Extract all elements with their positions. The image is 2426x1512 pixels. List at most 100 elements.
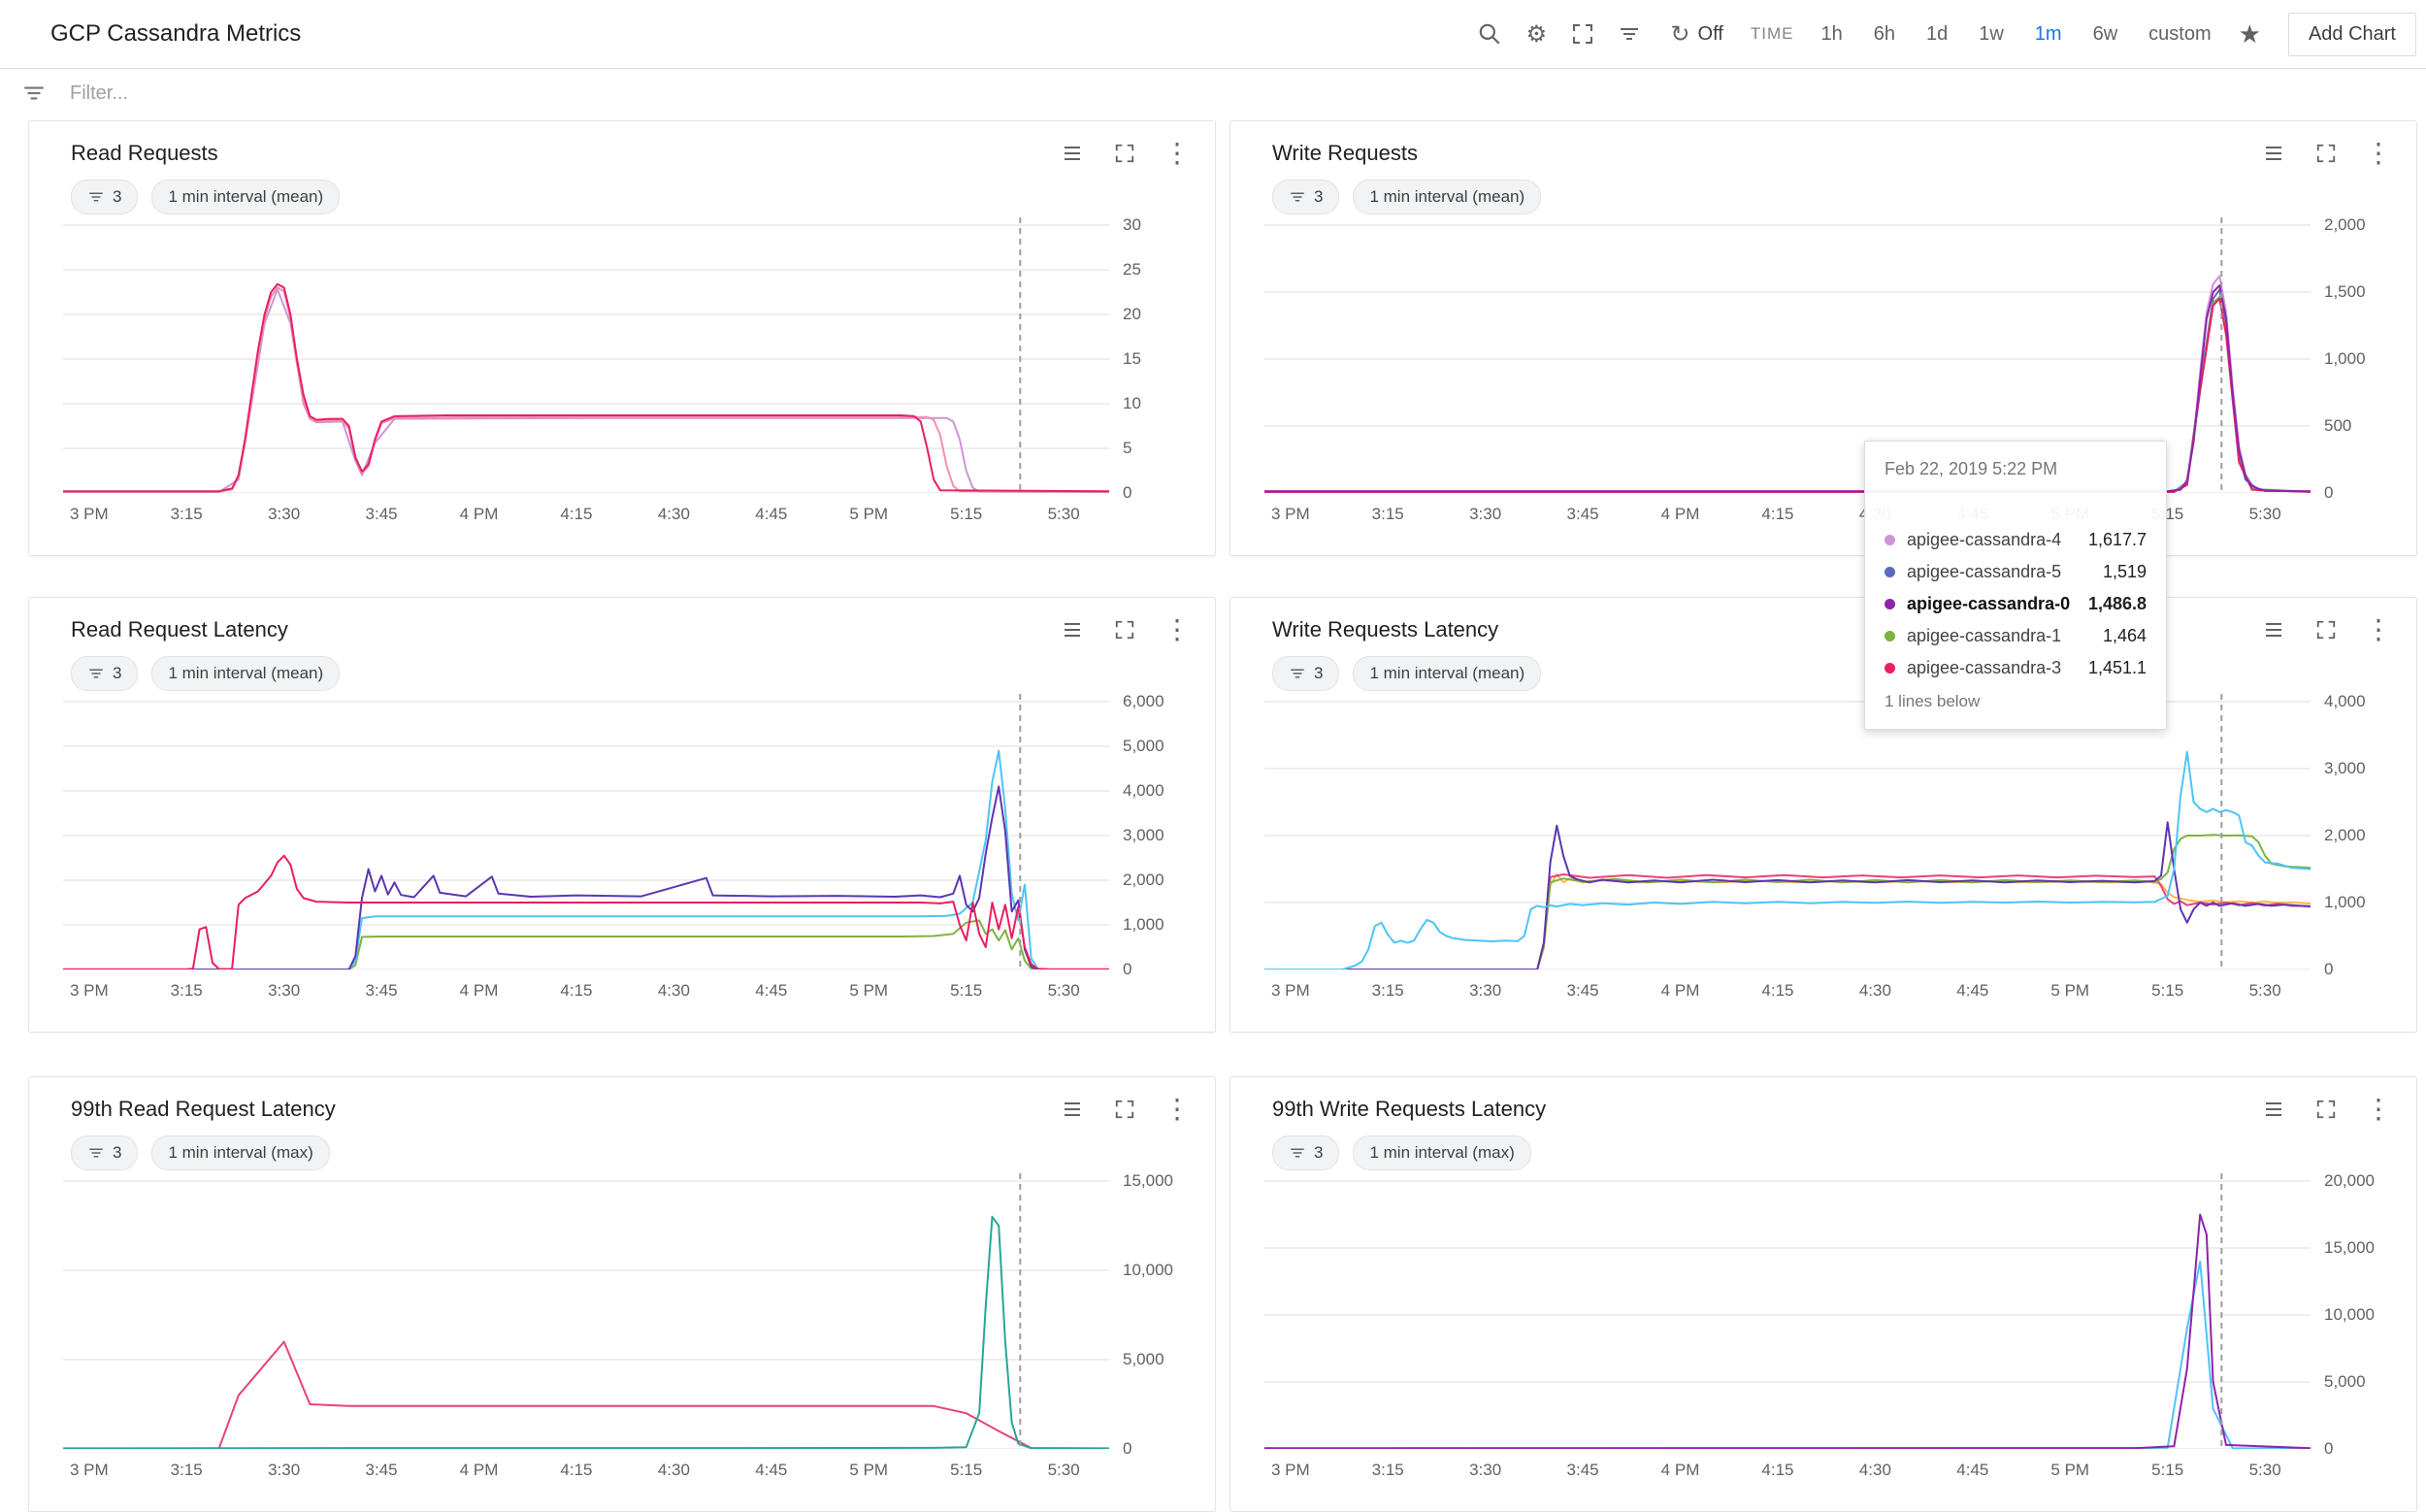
y-tick-label: 10,000 (2324, 1305, 2375, 1324)
series-name: apigee-cassandra-1 (1907, 626, 2062, 645)
add-chart-button[interactable]: Add Chart (2287, 12, 2416, 56)
interval-chip[interactable]: 1 min interval (mean) (1353, 180, 1542, 214)
x-tick-label: 3:15 (170, 981, 203, 1000)
chart-title: Write Requests Latency (1272, 617, 1499, 641)
interval-chip[interactable]: 1 min interval (mean) (1353, 656, 1542, 691)
more-options-icon[interactable]: ⋮ (2365, 138, 2392, 168)
filter-lines-icon[interactable] (1616, 20, 1643, 48)
funnel-icon[interactable] (21, 81, 47, 106)
legend-icon[interactable] (1060, 1097, 1085, 1122)
filter-count-chip[interactable]: 3 (71, 1135, 139, 1170)
interval-chip[interactable]: 1 min interval (mean) (151, 180, 341, 214)
interval-label: 1 min interval (mean) (168, 187, 324, 206)
series-color-dot (1885, 663, 1895, 674)
x-tick-label: 3:15 (1371, 981, 1404, 1000)
x-tick-label: 4:30 (1858, 1461, 1891, 1479)
range-1w[interactable]: 1w (1979, 22, 2004, 45)
chart-plot[interactable] (62, 217, 1110, 494)
y-tick-label: 0 (2324, 1439, 2334, 1458)
series-value: 1,617.7 (2087, 530, 2147, 549)
expand-icon[interactable] (1112, 617, 1137, 642)
expand-icon[interactable] (2313, 141, 2339, 166)
x-tick-label: 4:45 (1956, 1461, 1989, 1479)
refresh-label: Off (1697, 22, 1723, 45)
interval-label: 1 min interval (mean) (1369, 187, 1525, 206)
y-tick-label: 15,000 (2324, 1238, 2375, 1257)
series-value: 1,451.1 (2087, 658, 2147, 677)
range-1m[interactable]: 1m (2034, 22, 2062, 45)
legend-icon[interactable] (2261, 617, 2286, 642)
y-tick-label: 0 (1123, 1439, 1132, 1458)
star-icon[interactable]: ★ (2238, 18, 2261, 49)
expand-icon[interactable] (2313, 617, 2339, 642)
legend-icon[interactable] (2261, 141, 2286, 166)
filter-count-chip[interactable]: 3 (1272, 656, 1340, 691)
expand-icon[interactable] (1112, 1097, 1137, 1122)
legend-icon[interactable] (1060, 141, 1085, 166)
x-tick-label: 5:15 (2151, 981, 2184, 1000)
range-1h[interactable]: 1h (1820, 22, 1843, 45)
chart-plot[interactable] (1263, 1173, 2311, 1450)
interval-chip[interactable]: 1 min interval (max) (151, 1135, 330, 1170)
chart-plot[interactable] (1263, 694, 2311, 970)
more-options-icon[interactable]: ⋮ (2365, 1094, 2392, 1124)
filter-count-chip[interactable]: 3 (1272, 1135, 1340, 1170)
chip-funnel-icon (89, 1148, 103, 1158)
range-6h[interactable]: 6h (1873, 22, 1895, 45)
legend-icon[interactable] (2261, 1097, 2286, 1122)
x-tick-label: 4:15 (1761, 981, 1794, 1000)
legend-icon[interactable] (1060, 617, 1085, 642)
filter-count-label: 3 (1314, 187, 1324, 206)
chart-card: 99th Write Requests Latency ⋮ 3 1 min in… (1229, 1076, 2417, 1512)
filter-count-chip[interactable]: 3 (71, 180, 139, 214)
refresh-toggle[interactable]: ↻ Off (1670, 20, 1722, 49)
y-tick-label: 1,000 (2324, 349, 2366, 368)
y-tick-label: 6,000 (1123, 692, 1164, 710)
more-options-icon[interactable]: ⋮ (2365, 614, 2392, 644)
interval-chip[interactable]: 1 min interval (mean) (151, 656, 341, 691)
x-tick-label: 5:30 (1047, 505, 1080, 523)
app-header: GCP Cassandra Metrics ⚙ ↻ Off TIME 1h 6h 1… (0, 0, 2426, 69)
chart-plot[interactable] (1263, 217, 2311, 494)
x-tick-label: 3:45 (365, 505, 398, 523)
x-tick-label: 5:30 (2248, 981, 2281, 1000)
gear-icon[interactable]: ⚙ (1525, 20, 1548, 48)
filter-count-chip[interactable]: 3 (71, 656, 139, 691)
more-options-icon[interactable]: ⋮ (1164, 138, 1191, 168)
y-tick-label: 15 (1123, 349, 1141, 368)
chart-plot[interactable] (62, 1173, 1110, 1450)
x-tick-label: 4:30 (1858, 981, 1891, 1000)
chart-title: 99th Read Request Latency (71, 1097, 336, 1121)
interval-chip[interactable]: 1 min interval (max) (1353, 1135, 1531, 1170)
x-tick-label: 4:30 (657, 505, 690, 523)
x-tick-label: 5:15 (950, 1461, 983, 1479)
expand-icon[interactable] (2313, 1097, 2339, 1122)
chart-plot[interactable] (62, 694, 1110, 970)
chip-funnel-icon (1291, 1148, 1304, 1158)
search-icon[interactable] (1476, 20, 1503, 48)
more-options-icon[interactable]: ⋮ (1164, 1094, 1191, 1124)
y-tick-label: 20,000 (2324, 1171, 2375, 1190)
filter-input[interactable] (68, 81, 945, 106)
y-tick-label: 1,000 (1123, 915, 1164, 934)
x-tick-label: 3 PM (69, 505, 109, 523)
range-custom[interactable]: custom (2148, 22, 2212, 45)
y-tick-label: 4,000 (2324, 692, 2366, 710)
range-6w[interactable]: 6w (2092, 22, 2118, 45)
y-tick-label: 1,000 (2324, 893, 2366, 911)
more-options-icon[interactable]: ⋮ (1164, 614, 1191, 644)
x-tick-label: 5:30 (2248, 1461, 2281, 1479)
fullscreen-icon[interactable] (1569, 20, 1596, 48)
filter-count-chip[interactable]: 3 (1272, 180, 1340, 214)
y-tick-label: 2,000 (2324, 215, 2366, 234)
x-tick-label: 4:45 (1956, 981, 1989, 1000)
y-tick-label: 4,000 (1123, 781, 1164, 800)
x-tick-label: 3:45 (1566, 1461, 1599, 1479)
x-tick-label: 3 PM (1270, 981, 1310, 1000)
x-tick-label: 3:15 (1371, 1461, 1404, 1479)
x-tick-label: 3:45 (1566, 505, 1599, 523)
time-range-list: 1h 6h 1d 1w 1m 6w custom (1820, 23, 2211, 46)
range-1d[interactable]: 1d (1925, 22, 1949, 45)
expand-icon[interactable] (1112, 141, 1137, 166)
chip-funnel-icon (89, 192, 103, 202)
